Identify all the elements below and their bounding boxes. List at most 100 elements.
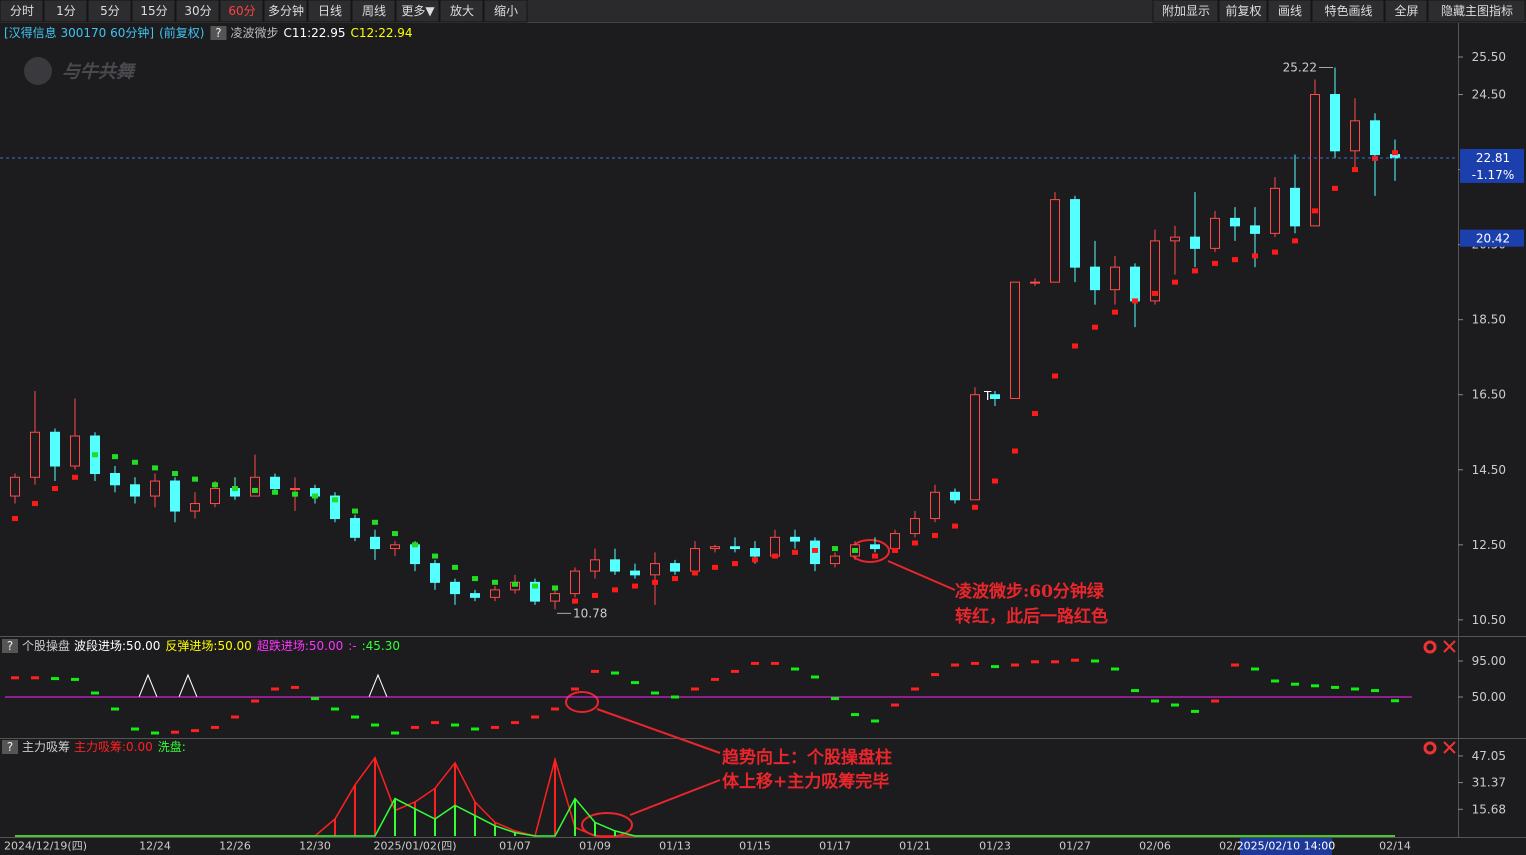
candle-body (910, 518, 920, 535)
indicator-dash (251, 699, 259, 703)
toolbar-button[interactable] (0, 0, 44, 23)
candle-body (130, 484, 140, 497)
toolbar-button[interactable] (395, 0, 440, 23)
help-box[interactable] (210, 26, 227, 40)
trend-dot (832, 546, 838, 552)
toolbar-label[interactable]: 画线 (1278, 4, 1302, 18)
toolbar-button[interactable] (1384, 0, 1428, 23)
toolbar-button[interactable] (1311, 0, 1385, 23)
indicator-dash (451, 723, 459, 727)
price-box (1460, 165, 1524, 183)
toolbar-button[interactable] (175, 0, 220, 23)
series-line (15, 756, 1395, 837)
candle-body (110, 473, 120, 486)
trend-dot (32, 501, 38, 507)
candle-body (470, 593, 480, 598)
series-line (15, 797, 1395, 837)
indicator-dash (991, 665, 999, 669)
x-tick-label: 01/15 (739, 840, 771, 853)
help-label[interactable]: ? (7, 740, 13, 754)
help-box[interactable] (2, 740, 18, 754)
logo (24, 57, 52, 85)
highlight (581, 812, 633, 838)
indicator-dash (471, 727, 479, 731)
trend-dot (812, 547, 818, 553)
legend-item: 主力吸筹:0.00 (74, 740, 153, 754)
candle-body (550, 593, 560, 602)
indicator-dash (11, 676, 19, 680)
settings-icon[interactable] (1423, 640, 1437, 654)
toolbar-button[interactable] (439, 0, 484, 23)
toolbar-label[interactable]: 隐藏主图指标 (1441, 3, 1513, 18)
indicator-dash (91, 691, 99, 695)
toolbar-button[interactable] (1152, 0, 1219, 23)
indicator-dash (631, 681, 639, 685)
x-tick-label: 2024/12/19(四) (4, 840, 87, 853)
toolbar-button[interactable] (1427, 0, 1526, 23)
candle-body (790, 536, 800, 542)
toolbar-label[interactable]: 1分 (56, 4, 76, 18)
toolbar-label[interactable]: 5分 (100, 4, 120, 18)
candle-body (870, 544, 880, 550)
toolbar-button[interactable] (43, 0, 88, 23)
trend-dot (192, 476, 198, 482)
candle-body (1210, 217, 1220, 249)
toolbar-button[interactable] (307, 0, 352, 23)
y-tick-label: 12.50 (1472, 538, 1506, 552)
toolbar-label[interactable]: 15分 (140, 4, 167, 18)
trend-dot (612, 587, 618, 593)
settings-icon[interactable] (1423, 741, 1437, 755)
toolbar-button[interactable] (1267, 0, 1312, 23)
help-label[interactable]: ? (215, 26, 221, 40)
candle-body (1230, 217, 1240, 227)
candle-body (70, 435, 80, 467)
trend-dot (452, 564, 458, 570)
toolbar-label[interactable]: 60分 (228, 4, 255, 18)
close-icon[interactable] (1443, 741, 1456, 754)
toolbar-label[interactable]: 多分钟 (268, 3, 304, 18)
toolbar-label[interactable]: 特色画线 (1324, 3, 1372, 18)
y-tick-label: 31.37 (1472, 776, 1506, 790)
toolbar-label[interactable]: 周线 (362, 4, 386, 18)
toolbar-label[interactable]: 全屏 (1394, 3, 1418, 18)
toolbar-label[interactable]: 放大 (450, 3, 474, 18)
toolbar-label[interactable]: 30分 (184, 4, 211, 18)
indicator-dash (931, 673, 939, 677)
indicator-dash (811, 675, 819, 679)
x-tick-label: 01/07 (499, 840, 531, 853)
candle-body (1330, 94, 1340, 152)
annotation: 凌波微步:60分钟绿 (955, 581, 1105, 602)
x-tick-label: 12/24 (139, 840, 171, 853)
toolbar-button[interactable] (1218, 0, 1268, 23)
toolbar-label[interactable]: 分时 (10, 4, 34, 18)
candle-body (1250, 225, 1260, 234)
trend-dot (212, 482, 218, 488)
toolbar-label[interactable]: 日线 (318, 4, 342, 18)
toolbar-button[interactable] (219, 0, 264, 23)
toolbar-button[interactable] (87, 0, 132, 23)
toolbar-button[interactable] (351, 0, 396, 23)
indicator-dash (771, 661, 779, 665)
toolbar-button[interactable] (263, 0, 308, 23)
candle-body (950, 491, 960, 501)
trend-dot (952, 523, 958, 529)
toolbar-button[interactable] (483, 0, 528, 23)
indicator-dash (1311, 684, 1319, 688)
candle-body (610, 559, 620, 572)
trend-dot (152, 465, 158, 471)
help-box[interactable] (2, 639, 18, 653)
toolbar-label[interactable]: 附加显示 (1162, 4, 1210, 18)
indicator-dash (791, 667, 799, 671)
toolbar-label[interactable]: 前复权 (1225, 3, 1261, 18)
help-label[interactable]: ? (7, 639, 13, 653)
toolbar-button[interactable] (131, 0, 176, 23)
indicator-dash (551, 707, 559, 711)
toolbar-label[interactable]: 更多▼ (401, 4, 435, 18)
candle-body (1110, 266, 1120, 291)
y-tick-label: 10.50 (1472, 613, 1506, 627)
close-icon[interactable] (1443, 640, 1456, 653)
indicator-dash (731, 669, 739, 673)
trend-dot (332, 497, 338, 503)
indicator-dash (411, 725, 419, 729)
toolbar-label[interactable]: 缩小 (494, 3, 518, 18)
